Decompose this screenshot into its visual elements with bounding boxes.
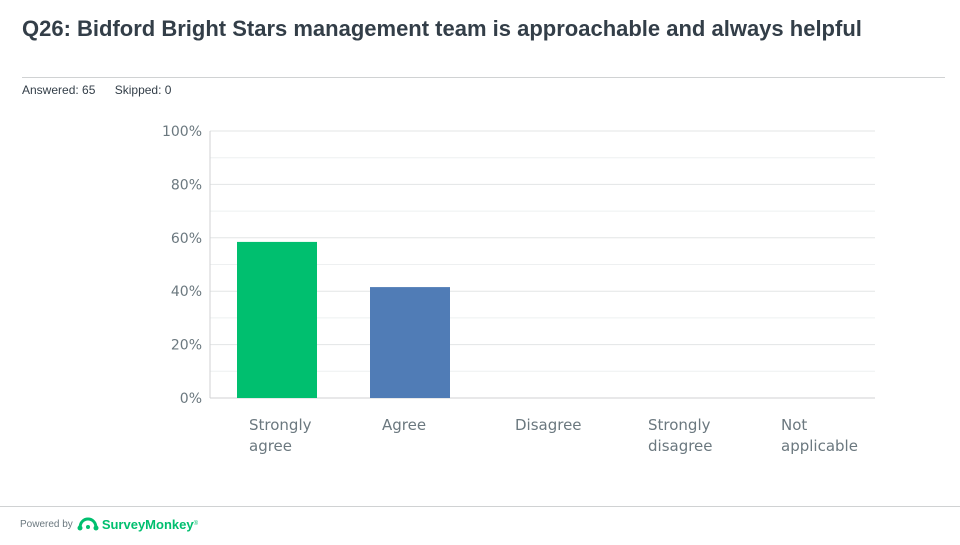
bar [237,241,317,398]
y-tick-label: 0% [180,391,202,407]
y-tick-label: 60% [171,231,202,247]
surveymonkey-logo-icon [77,517,99,531]
x-tick-label: Agree [382,416,426,434]
y-tick-label: 100% [162,124,202,140]
brand-registered-mark: ® [193,521,198,527]
surveymonkey-brand: SurveyMonkey [101,516,194,532]
answered-count: Answered: 65 [22,83,96,97]
footer: Powered by SurveyMonkey ® [20,514,198,534]
y-tick-label: 20% [171,338,202,354]
x-tick-label: Strongly disagree [648,416,713,455]
title-divider [22,77,945,78]
question-title: Q26: Bidford Bright Stars management tea… [22,16,862,41]
x-tick-label: Not applicable [781,416,858,455]
x-tick-label: Disagree [515,416,582,434]
skipped-count: Skipped: 0 [114,83,172,97]
powered-by-label: Powered by [20,518,73,530]
y-tick-label: 40% [171,284,202,300]
x-tick-label: Strongly agree [249,416,312,455]
response-stats: Answered: 65 Skipped: 0 [22,83,187,97]
footer-divider [0,506,960,507]
y-tick-label: 80% [171,177,202,193]
bar [370,287,450,398]
